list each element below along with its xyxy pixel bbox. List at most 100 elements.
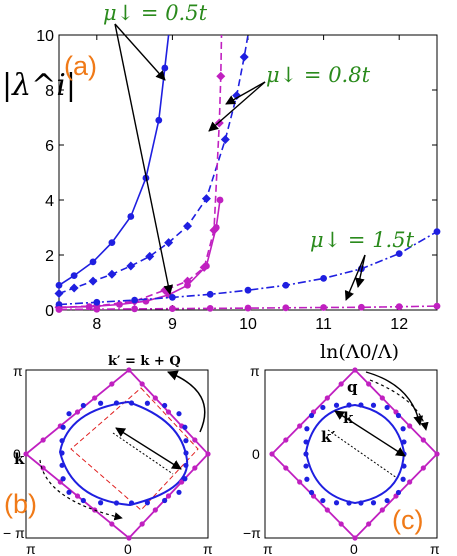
fermi-dot-magenta: [352, 535, 358, 541]
fermi-dot-magenta: [152, 507, 158, 513]
fermi-dot-blue: [304, 476, 310, 482]
k-prime-dotted-arrow: [39, 459, 123, 521]
data-point-diamond: [201, 194, 211, 204]
fermi-dot-magenta: [126, 367, 132, 373]
k-prime-vector-dotted-c: [327, 429, 398, 479]
data-point-circle: [320, 304, 327, 311]
fermi-dot-blue: [320, 404, 326, 411]
fermi-dot-blue: [182, 424, 188, 430]
q-arrow-c: [365, 371, 424, 426]
data-point-circle: [320, 274, 327, 282]
fermi-dot-blue: [384, 497, 390, 504]
fermi-dot-blue: [370, 402, 377, 408]
fermi-dot-blue: [144, 400, 150, 406]
k-label-b: k: [14, 450, 25, 468]
fermi-dot-magenta: [192, 437, 198, 443]
tick-minus-pi-b: − π: [3, 525, 25, 541]
fermi-dot-magenta: [109, 521, 115, 527]
fermi-dot-magenta: [179, 479, 185, 485]
data-point-circle: [55, 306, 63, 313]
series-line-1: [58, 199, 221, 309]
fermi-dot-blue: [400, 426, 406, 432]
panel-c-label: (c): [392, 505, 423, 535]
data-point-circle: [55, 301, 63, 308]
fermi-dot-magenta: [434, 451, 440, 457]
k-prime-label-c: k′: [321, 428, 335, 446]
k-prime-equation: k′ = k + Q: [108, 354, 181, 369]
fermi-dot-blue: [370, 500, 377, 506]
data-point-circle: [358, 303, 365, 311]
data-point-diamond: [199, 262, 209, 272]
fermi-dot-magenta: [205, 451, 211, 457]
series-line-3: [58, 34, 223, 309]
data-point-circle: [216, 196, 224, 204]
x-tick-label: 8: [92, 316, 101, 333]
fermi-dot-magenta: [420, 437, 426, 443]
fermi-dot-magenta: [92, 395, 98, 401]
y-axis-label: |λ^i|: [2, 68, 76, 103]
fermi-dot-blue: [128, 500, 135, 506]
fermi-dot-blue: [303, 451, 309, 457]
fermi-dot-blue: [400, 476, 406, 482]
y-tick-label: 4: [45, 193, 54, 210]
data-point-diamond: [164, 238, 174, 248]
fermi-dot-magenta: [269, 451, 275, 457]
fermi-dot-magenta: [74, 493, 81, 499]
fermi-dot-blue: [144, 500, 150, 506]
fermi-dot-blue: [162, 402, 168, 409]
fermi-dot-blue: [395, 412, 402, 419]
panel-a: 8 9 10 11 12 0 2 4 6 8 10 |λ^i| (a) ln(Λ0/Λ) μ↓ = …: [2, 1, 441, 363]
panel-b-label: (b): [4, 489, 37, 519]
data-point-diamond: [145, 251, 155, 261]
fermi-dot-magenta: [165, 493, 172, 499]
fermi-dot-magenta: [324, 395, 330, 401]
fermi-dot-magenta: [165, 409, 172, 415]
tick-zero-bottom-c: 0: [350, 541, 358, 556]
data-point-circle: [395, 250, 403, 258]
fermi-dot-blue: [183, 450, 189, 456]
fermi-dot-magenta: [338, 381, 344, 387]
data-point-circle: [282, 281, 290, 289]
fermi-dot-blue: [401, 439, 407, 445]
inset-c: q k k′ (c) π 0 −π π 0 π: [243, 363, 440, 556]
fermi-dot-blue: [358, 402, 364, 408]
nesting-square: [70, 387, 199, 511]
plot-frame: [58, 34, 438, 311]
data-point-circle: [93, 305, 101, 313]
fermi-dot-blue: [60, 424, 66, 430]
inset-b-frame: [25, 369, 209, 539]
fermi-dot-blue: [183, 462, 189, 468]
series-layer: [54, 34, 441, 313]
tick-pi-top-c: π: [250, 363, 260, 379]
fermi-dot-blue: [66, 489, 72, 495]
fermi-dot-blue: [176, 489, 182, 495]
y-tick-label: 10: [36, 28, 54, 45]
fermi-dot-blue: [304, 426, 310, 432]
data-point-circle: [395, 303, 403, 311]
data-point-diamond: [107, 269, 117, 279]
data-point-circle: [127, 213, 135, 220]
data-point-diamond: [54, 289, 64, 298]
q-arrow: [167, 370, 206, 433]
tick-minus-pi-c: −π: [243, 525, 261, 541]
data-point-circle: [89, 258, 97, 266]
fermi-dot-magenta: [283, 437, 289, 443]
fermi-dots: [23, 367, 211, 541]
fermi-dot-blue: [66, 411, 72, 417]
data-point-circle: [244, 304, 252, 312]
y-tick-label: 2: [45, 248, 54, 265]
tick-pi-bottom-right-c: π: [430, 541, 440, 556]
tick-pi-bottom-right-b: π: [203, 541, 213, 556]
data-point-circle: [206, 304, 214, 312]
k-vector-arrow-c: [334, 410, 406, 457]
fermi-dot-magenta: [324, 507, 330, 513]
fermi-dot-magenta: [126, 535, 132, 541]
annotation-mu-15: μ↓ = 1.5t: [310, 228, 415, 252]
fermi-surface-square: [24, 368, 210, 540]
fermi-dot-magenta: [297, 423, 303, 429]
x-tick-label: 12: [390, 316, 408, 333]
fermi-dot-blue: [308, 412, 315, 419]
k-vector-arrow: [115, 427, 182, 470]
annotation-mu-05: μ↓ = 0.5t: [103, 1, 208, 25]
